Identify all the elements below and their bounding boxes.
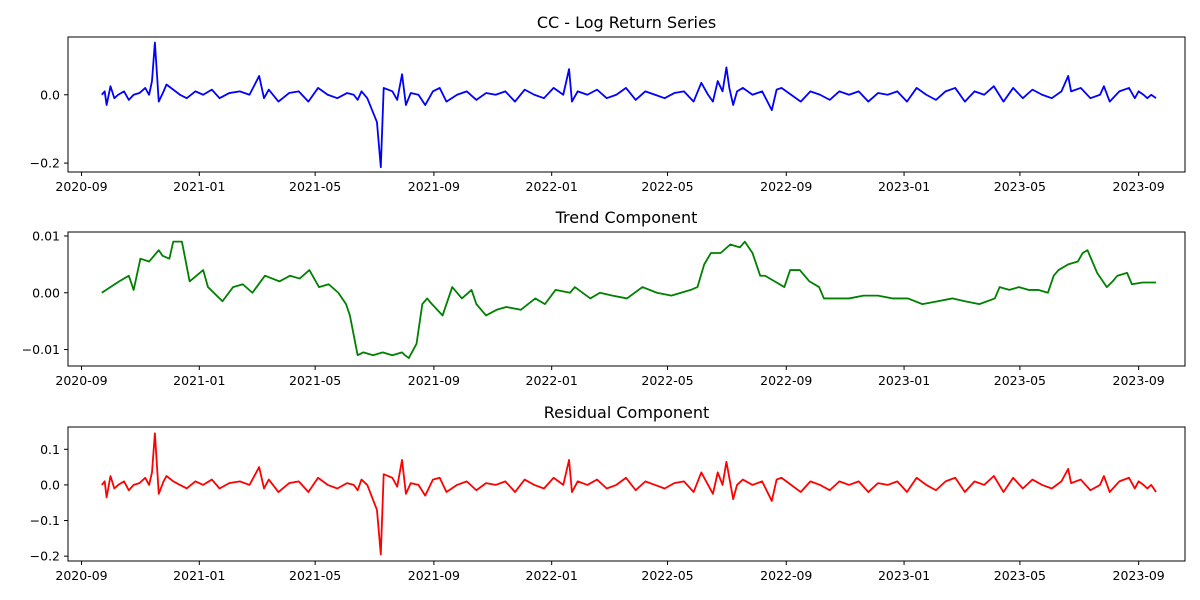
residual-y-tick-label: 0.0 bbox=[40, 477, 60, 492]
trend-plot-frame bbox=[67, 231, 1186, 367]
trend-x-tick-label: 2020-09 bbox=[55, 373, 107, 388]
residual-y-tick-label: −0.2 bbox=[30, 549, 60, 564]
trend-x-tick-label: 2021-09 bbox=[408, 373, 460, 388]
residual-series-line bbox=[101, 432, 1157, 556]
residual-title: Residual Component bbox=[544, 403, 710, 422]
log-return-x-tick-label: 2023-05 bbox=[994, 179, 1046, 194]
log-return-x-tick-label: 2022-09 bbox=[760, 179, 812, 194]
trend-y-tick-label: −0.01 bbox=[22, 342, 60, 357]
log-return-x-tick-label: 2022-01 bbox=[526, 179, 578, 194]
log-return-y-tick-label: −0.2 bbox=[30, 156, 60, 171]
residual-y-tick-label: −0.1 bbox=[30, 513, 60, 528]
trend-x-tick-label: 2023-05 bbox=[994, 373, 1046, 388]
log-return-x-tick-label: 2022-05 bbox=[641, 179, 693, 194]
residual-x-tick-label: 2021-05 bbox=[289, 568, 341, 583]
log-return-y-tick-label: 0.0 bbox=[40, 87, 60, 102]
trend-x-tick-label: 2022-05 bbox=[641, 373, 693, 388]
trend-x-tick-label: 2021-05 bbox=[289, 373, 341, 388]
log-return-x-tick-label: 2023-01 bbox=[878, 179, 930, 194]
log-return-x-tick-label: 2021-05 bbox=[289, 179, 341, 194]
trend-y-tick-label: 0.01 bbox=[32, 228, 60, 243]
log-return-title: CC - Log Return Series bbox=[537, 13, 716, 32]
log-return-series-line bbox=[101, 41, 1157, 169]
residual-x-tick-label: 2021-01 bbox=[173, 568, 225, 583]
trend-panel: Trend Component 2020-09 2021-01 2021-05 2021… bbox=[22, 208, 1186, 388]
residual-x-tick-label: 2023-01 bbox=[878, 568, 930, 583]
trend-x-tick-label: 2023-09 bbox=[1113, 373, 1165, 388]
trend-series-line bbox=[101, 240, 1157, 359]
residual-y-tick-label: 0.1 bbox=[40, 442, 60, 457]
residual-plot-frame bbox=[67, 426, 1186, 562]
residual-x-tick-label: 2023-09 bbox=[1113, 568, 1165, 583]
trend-x-tick-label: 2022-01 bbox=[526, 373, 578, 388]
residual-x-tick-label: 2022-05 bbox=[641, 568, 693, 583]
log-return-x-tick-label: 2021-09 bbox=[408, 179, 460, 194]
log-return-panel: CC - Log Return Series 2020-09 2021-01 2021… bbox=[30, 13, 1186, 194]
log-return-x-tick-label: 2021-01 bbox=[173, 179, 225, 194]
log-return-x-tick-label: 2020-09 bbox=[55, 179, 107, 194]
trend-title: Trend Component bbox=[555, 208, 698, 227]
trend-y-tick-label: 0.00 bbox=[32, 285, 60, 300]
log-return-x-tick-label: 2023-09 bbox=[1113, 179, 1165, 194]
trend-x-tick-label: 2023-01 bbox=[878, 373, 930, 388]
log-return-plot-frame bbox=[67, 36, 1186, 173]
residual-x-tick-label: 2021-09 bbox=[408, 568, 460, 583]
residual-x-tick-label: 2022-01 bbox=[526, 568, 578, 583]
residual-x-tick-label: 2023-05 bbox=[994, 568, 1046, 583]
trend-x-tick-label: 2021-01 bbox=[173, 373, 225, 388]
trend-x-tick-label: 2022-09 bbox=[760, 373, 812, 388]
residual-x-tick-label: 2020-09 bbox=[55, 568, 107, 583]
residual-x-tick-label: 2022-09 bbox=[760, 568, 812, 583]
residual-panel: Residual Component 2020-09 2021-01 2021-05 2… bbox=[30, 403, 1186, 583]
